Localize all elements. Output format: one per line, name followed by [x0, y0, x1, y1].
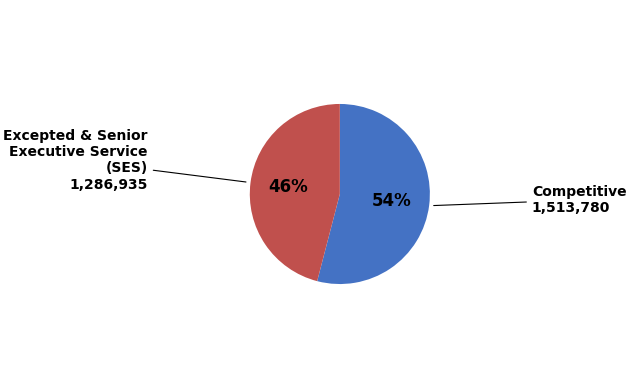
Wedge shape: [317, 104, 430, 284]
Text: 54%: 54%: [372, 192, 411, 210]
Text: 46%: 46%: [268, 178, 308, 196]
Text: Competitive
1,513,780: Competitive 1,513,780: [433, 185, 627, 215]
Text: Excepted & Senior
Executive Service
(SES)
1,286,935: Excepted & Senior Executive Service (SES…: [3, 129, 246, 192]
Wedge shape: [250, 104, 340, 281]
